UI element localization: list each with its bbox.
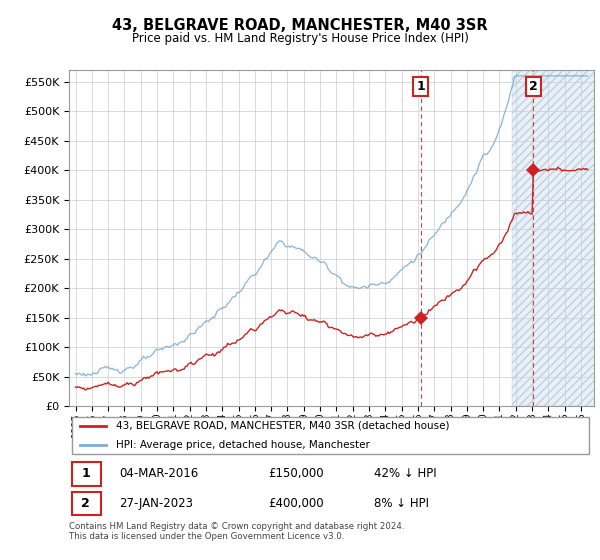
FancyBboxPatch shape (71, 492, 101, 515)
Text: 1: 1 (82, 468, 90, 480)
Bar (512, 70, 597, 406)
Text: 27-JAN-2023: 27-JAN-2023 (119, 497, 193, 510)
Text: 43, BELGRAVE ROAD, MANCHESTER, M40 3SR: 43, BELGRAVE ROAD, MANCHESTER, M40 3SR (112, 18, 488, 34)
Text: 43, BELGRAVE ROAD, MANCHESTER, M40 3SR (detached house): 43, BELGRAVE ROAD, MANCHESTER, M40 3SR (… (116, 421, 450, 431)
FancyBboxPatch shape (71, 417, 589, 454)
Text: £150,000: £150,000 (269, 468, 324, 480)
Text: 2: 2 (82, 497, 90, 510)
Text: 2: 2 (529, 80, 538, 94)
Text: 8% ↓ HPI: 8% ↓ HPI (373, 497, 428, 510)
Text: 42% ↓ HPI: 42% ↓ HPI (373, 468, 436, 480)
Text: Contains HM Land Registry data © Crown copyright and database right 2024.
This d: Contains HM Land Registry data © Crown c… (69, 522, 404, 542)
Text: 04-MAR-2016: 04-MAR-2016 (119, 468, 198, 480)
Text: £400,000: £400,000 (269, 497, 324, 510)
Text: Price paid vs. HM Land Registry's House Price Index (HPI): Price paid vs. HM Land Registry's House … (131, 32, 469, 45)
Text: 1: 1 (416, 80, 425, 94)
Bar (512, 70, 597, 406)
Text: HPI: Average price, detached house, Manchester: HPI: Average price, detached house, Manc… (116, 440, 370, 450)
FancyBboxPatch shape (71, 462, 101, 486)
